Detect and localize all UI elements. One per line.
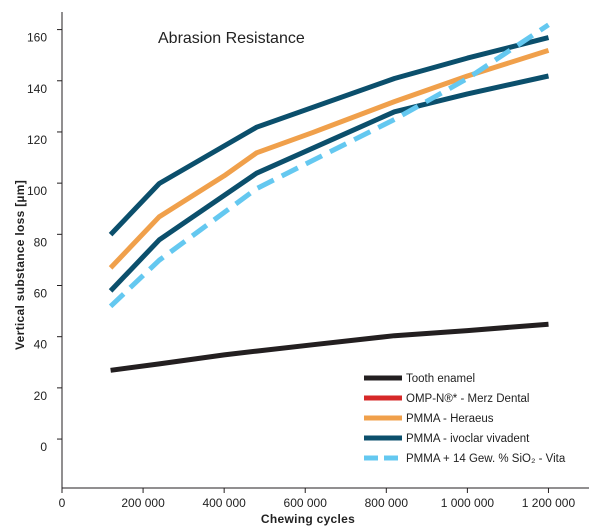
- y-tick-label: 0: [40, 440, 47, 454]
- axes: [61, 12, 589, 489]
- y-tick-label: 20: [34, 389, 48, 403]
- legend-label: Tooth enamel: [406, 373, 475, 385]
- y-axis-ticks: 0 20 40 60 80 100 120 140 160: [27, 29, 62, 454]
- series-line: [108, 22, 550, 309]
- x-tick-label: 200 000: [121, 496, 165, 510]
- x-tick-label: 600 000: [284, 496, 328, 510]
- y-axis-title: Vertical substance loss [µm]: [13, 180, 27, 350]
- y-tick-label: 160: [27, 31, 47, 45]
- series-line: [108, 48, 550, 270]
- chart-title: Abrasion Resistance: [158, 30, 305, 47]
- x-tick-label: 1 000 000: [441, 496, 495, 510]
- series-line: [108, 35, 550, 237]
- y-tick-label: 120: [27, 133, 47, 147]
- y-tick-label: 100: [27, 184, 47, 198]
- x-axis-ticks: 0 200 000 400 000 600 000 800 000 1 000 000 1 …: [59, 488, 576, 510]
- y-tick-label: 80: [34, 235, 48, 249]
- legend: Tooth enamel OMP-N®* - Merz Dental PMMA - …: [364, 373, 566, 465]
- series-line: [110, 321, 549, 373]
- x-tick-label: 1 200 000: [522, 496, 576, 510]
- x-tick-label: 400 000: [202, 496, 246, 510]
- x-tick-label: 800 000: [365, 496, 409, 510]
- legend-label: OMP-N®* - Merz Dental: [406, 393, 530, 405]
- legend-label: PMMA + 14 Gew. % SiO₂ - Vita: [406, 453, 566, 465]
- y-tick-label: 140: [27, 82, 47, 96]
- legend-label: PMMA - Heraeus: [406, 413, 494, 425]
- legend-label: PMMA - ivoclar vivadent: [406, 433, 530, 445]
- y-tick-label: 40: [34, 338, 48, 352]
- series-lines: [108, 22, 550, 373]
- x-tick-label: 0: [59, 496, 66, 510]
- series-line: [108, 73, 550, 293]
- x-axis-title: Chewing cycles: [261, 512, 355, 526]
- y-tick-label: 60: [34, 287, 48, 301]
